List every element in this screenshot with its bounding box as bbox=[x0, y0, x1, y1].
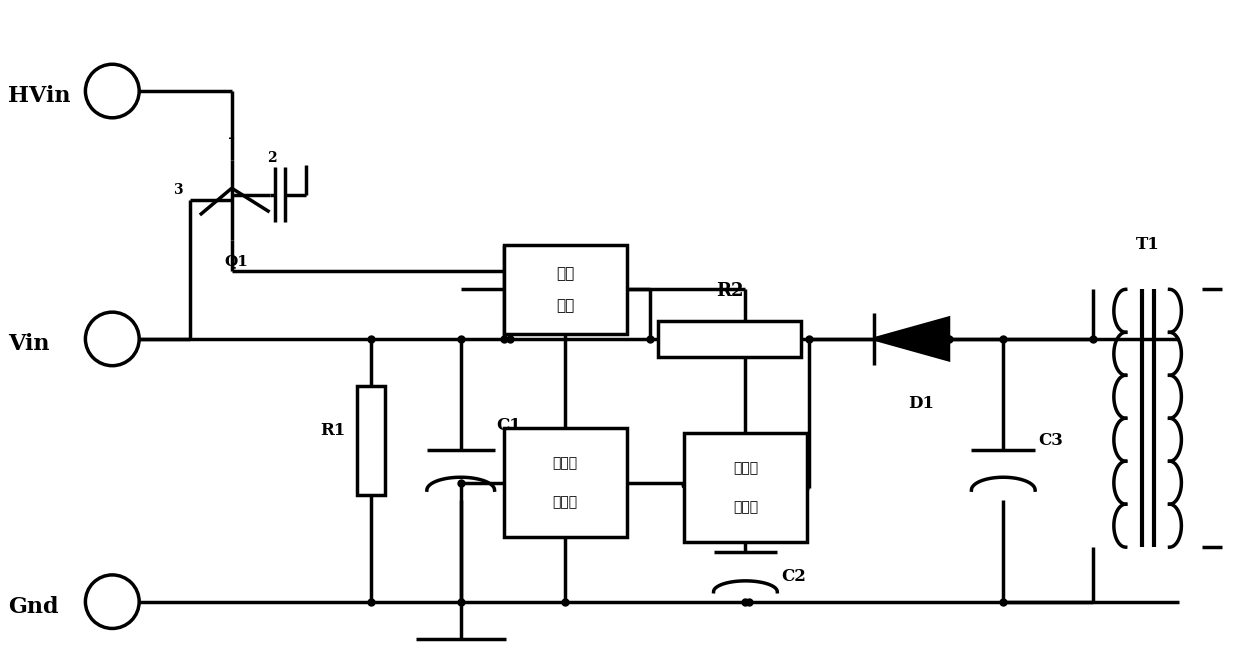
Polygon shape bbox=[873, 318, 949, 360]
Text: 模块: 模块 bbox=[556, 298, 575, 313]
FancyBboxPatch shape bbox=[658, 321, 802, 357]
Text: 关模块: 关模块 bbox=[733, 500, 758, 515]
Text: 3: 3 bbox=[173, 183, 183, 197]
FancyBboxPatch shape bbox=[503, 428, 627, 537]
Text: C3: C3 bbox=[1038, 432, 1063, 449]
Text: R1: R1 bbox=[321, 422, 346, 439]
Text: R2: R2 bbox=[716, 282, 743, 301]
Text: Vin: Vin bbox=[7, 333, 50, 355]
FancyBboxPatch shape bbox=[357, 386, 385, 495]
FancyBboxPatch shape bbox=[503, 244, 627, 334]
Text: 2: 2 bbox=[266, 152, 276, 165]
Text: Gnd: Gnd bbox=[7, 596, 58, 617]
Text: 可控开: 可控开 bbox=[733, 461, 758, 475]
Text: Q1: Q1 bbox=[224, 254, 249, 269]
Text: C1: C1 bbox=[496, 417, 520, 434]
Text: -: - bbox=[228, 129, 235, 148]
Text: 理模块: 理模块 bbox=[553, 496, 577, 509]
Text: 限流: 限流 bbox=[556, 266, 575, 281]
Text: D1: D1 bbox=[908, 395, 934, 412]
Text: 采样处: 采样处 bbox=[553, 456, 577, 470]
Text: HVin: HVin bbox=[7, 85, 71, 107]
FancyBboxPatch shape bbox=[684, 433, 807, 542]
Text: C2: C2 bbox=[781, 569, 805, 585]
Text: T1: T1 bbox=[1136, 236, 1160, 253]
